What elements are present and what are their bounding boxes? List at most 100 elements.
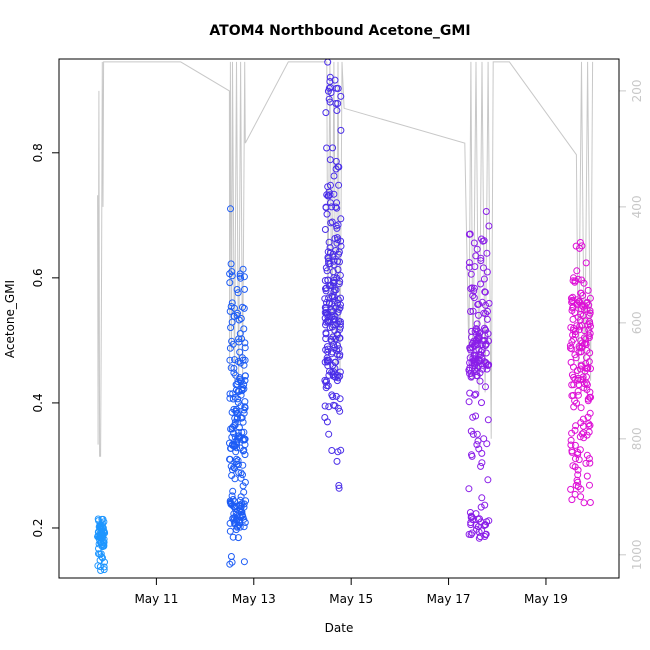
data-point [577,404,585,412]
data-point [241,451,249,459]
data-point [231,475,239,483]
data-point [233,415,241,423]
data-point [240,361,248,369]
series-flight-4 [465,208,493,542]
data-point [578,321,586,329]
data-point [479,237,487,245]
data-point [229,533,237,541]
data-point [227,364,235,372]
data-point [323,377,330,385]
data-point [230,429,238,437]
data-point [482,340,490,348]
data-point [330,341,338,349]
data-point [465,530,473,538]
data-point [226,560,234,568]
data-point [470,239,478,247]
data-point [331,312,339,320]
data-point [230,312,238,320]
data-point [582,259,590,267]
data-point [484,307,491,315]
series-flight-5 [566,239,595,507]
data-point [98,553,106,561]
data-point [326,317,334,325]
data-point [568,338,576,346]
pressure-trace [97,61,594,457]
data-point [238,335,246,343]
data-point [227,205,234,213]
chart-title: ATOM4 Northbound Acetone_GMI [209,23,470,39]
data-point [481,501,489,509]
data-point [577,361,585,369]
data-point [574,387,582,395]
data-point [568,297,576,305]
x-tick-label-0: May 11 [134,592,178,606]
y-tick-label-3: 0.8 [31,143,45,162]
data-point [572,455,579,463]
data-point [100,566,108,574]
data-point [337,92,345,100]
data-point [231,421,239,429]
data-point [326,156,334,164]
data-point [570,274,577,282]
data-point [465,485,473,493]
data-point [586,421,594,429]
data-point [233,441,241,449]
data-point [584,286,592,294]
data-point [478,459,486,467]
data-point [234,534,242,542]
data-point [227,553,235,560]
data-point [323,144,331,152]
data-point [325,254,333,262]
data-point [477,360,485,368]
data-point [335,482,343,489]
data-point [485,222,493,230]
data-point [226,279,234,287]
data-point [477,351,485,359]
data-point [334,404,342,412]
data-point [585,334,593,342]
data-point [240,428,248,436]
data-point [325,403,333,411]
data-point [235,469,243,477]
data-point [232,516,240,524]
pressure-line [97,61,594,457]
data-point [333,239,341,247]
data-point [483,268,491,276]
data-point [333,371,341,379]
data-point [230,463,238,471]
data-point [326,244,334,252]
data-point [226,344,234,352]
data-point [226,455,233,463]
data-point [236,433,244,441]
data-point [323,343,331,351]
data-point [235,434,243,442]
data-point [226,394,234,402]
data-point [572,242,580,250]
data-point [329,362,337,369]
right-tick-label-3: 800 [630,427,644,450]
data-point [567,344,574,352]
data-point [239,418,247,426]
data-point [330,261,338,269]
data-point [471,263,479,271]
data-point [232,407,240,415]
data-point [328,447,336,454]
data-point [324,348,332,356]
data-point [332,286,340,294]
data-point [240,409,248,417]
data-point [239,447,247,455]
data-point [469,307,477,315]
data-point [333,107,341,114]
data-point [337,126,345,134]
data-point [332,203,340,211]
data-point [100,527,108,535]
data-point [477,280,484,288]
data-point [326,191,334,199]
data-point [482,310,490,318]
data-point [572,422,580,430]
x-tick-label-4: May 19 [524,592,568,606]
axes: May 11 May 13 May 15 May 17 May 19 0.2 0.4 0.6 0… [31,79,644,606]
data-point [230,364,238,372]
data-point [470,337,478,345]
x-tick-label-2: May 15 [329,592,373,606]
